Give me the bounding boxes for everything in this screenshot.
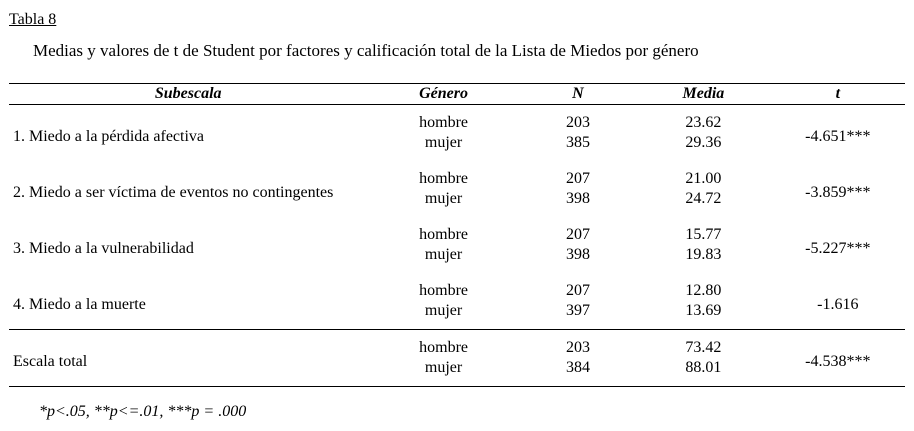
n-cell: 207 <box>565 170 590 188</box>
genero-cell: mujer <box>424 302 463 320</box>
t-cell: -5.227*** <box>805 240 871 258</box>
row-label: Escala total <box>13 353 88 371</box>
table-header-row: Subescala Género N Media t <box>9 83 905 105</box>
table-row: Escala total hombre 203 73.42 -4.538*** <box>9 330 905 370</box>
n-cell: 207 <box>565 226 590 244</box>
genero-cell: hombre <box>419 114 468 132</box>
media-cell: 19.83 <box>685 246 722 264</box>
genero-cell: hombre <box>419 226 468 244</box>
table-row: 2. Miedo a ser víctima de eventos no con… <box>9 161 905 201</box>
genero-cell: hombre <box>419 170 468 188</box>
header-media: Media <box>682 85 725 103</box>
t-cell: -3.859*** <box>805 184 871 202</box>
n-cell: 384 <box>565 359 590 377</box>
media-cell: 23.62 <box>685 114 722 132</box>
t-cell: -4.651*** <box>805 128 871 146</box>
media-cell: 21.00 <box>685 170 722 188</box>
table-row: mujer 385 29.36 <box>9 133 905 161</box>
table-row: mujer 398 24.72 <box>9 189 905 217</box>
table-row: 1. Miedo a la pérdida afectiva hombre 20… <box>9 105 905 145</box>
n-cell: 203 <box>565 339 590 357</box>
table-row: 4. Miedo a la muerte hombre 207 12.80 -1… <box>9 273 905 313</box>
header-t: t <box>835 85 841 103</box>
genero-cell: mujer <box>424 190 463 208</box>
row-label: 4. Miedo a la muerte <box>13 296 146 314</box>
table-footnote: *p<.05, **p<=.01, ***p = .000 <box>39 403 247 421</box>
genero-cell: mujer <box>424 246 463 264</box>
header-n: N <box>572 85 584 103</box>
table-row: mujer 398 19.83 <box>9 245 905 273</box>
table-row: 3. Miedo a la vulnerabilidad hombre 207 … <box>9 217 905 257</box>
media-cell: 15.77 <box>685 226 722 244</box>
table-row: mujer 397 13.69 <box>9 301 905 330</box>
header-subescala: Subescala <box>154 85 222 103</box>
media-cell: 29.36 <box>685 134 722 152</box>
media-cell: 73.42 <box>685 339 722 357</box>
table-title: Tabla 8 <box>9 11 57 28</box>
table-body: 1. Miedo a la pérdida afectiva hombre 20… <box>9 105 905 330</box>
genero-cell: hombre <box>419 339 468 357</box>
row-label: 2. Miedo a ser víctima de eventos no con… <box>13 184 334 202</box>
table-row: mujer 384 88.01 <box>9 358 905 387</box>
n-cell: 385 <box>565 134 590 152</box>
n-cell: 207 <box>565 282 590 300</box>
genero-cell: hombre <box>419 282 468 300</box>
table-total-section: Escala total hombre 203 73.42 -4.538*** … <box>9 329 905 387</box>
n-cell: 398 <box>565 190 590 208</box>
media-cell: 88.01 <box>685 359 722 377</box>
genero-cell: mujer <box>424 359 463 377</box>
header-genero: Género <box>419 85 468 103</box>
row-label: 1. Miedo a la pérdida afectiva <box>13 128 205 146</box>
genero-cell: mujer <box>424 134 463 152</box>
table-caption: Medias y valores de t de Student por fac… <box>33 41 699 61</box>
t-cell: -4.538*** <box>805 353 871 371</box>
n-cell: 203 <box>565 114 590 132</box>
row-label: 3. Miedo a la vulnerabilidad <box>13 240 194 258</box>
n-cell: 398 <box>565 246 590 264</box>
n-cell: 397 <box>565 302 590 320</box>
statistics-table: Subescala Género N Media t 1. Miedo a la… <box>9 83 905 387</box>
t-cell: -1.616 <box>817 296 859 314</box>
media-cell: 24.72 <box>685 190 722 208</box>
media-cell: 12.80 <box>685 282 722 300</box>
media-cell: 13.69 <box>685 302 722 320</box>
